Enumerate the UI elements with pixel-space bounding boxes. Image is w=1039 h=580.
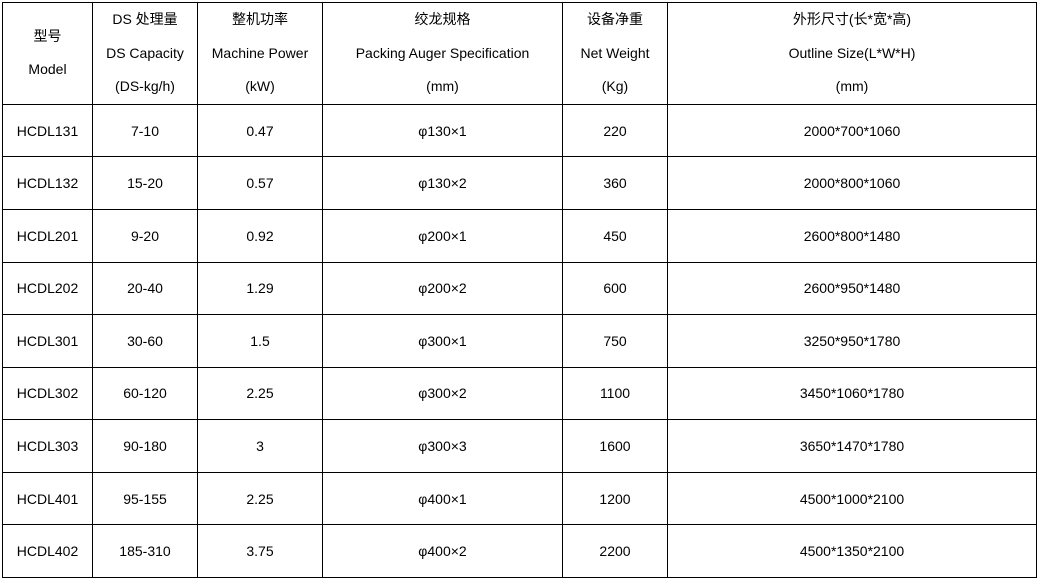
cell-model: HCDL303 [3,420,93,473]
cell-power: 3 [198,420,323,473]
cell-size: 3250*950*1780 [668,315,1037,368]
cell-auger: φ300×2 [323,367,563,420]
table-row: HCDL402185-3103.75φ400×222004500*1350*21… [3,525,1037,578]
cell-auger: φ130×1 [323,104,563,157]
cell-cap: 20-40 [93,262,198,315]
table-row: HCDL20220-401.29φ200×26002600*950*1480 [3,262,1037,315]
cell-power: 0.47 [198,104,323,157]
cell-auger: φ300×1 [323,315,563,368]
header-auger: 绞龙规格 Packing Auger Specification (mm) [323,3,563,105]
header-capacity-en: DS Capacity [97,37,193,71]
cell-cap: 15-20 [93,157,198,210]
cell-cap: 185-310 [93,525,198,578]
table-row: HCDL1317-100.47φ130×12202000*700*1060 [3,104,1037,157]
table-row: HCDL30260-1202.25φ300×211003450*1060*178… [3,367,1037,420]
header-model-en: Model [7,53,88,87]
cell-power: 3.75 [198,525,323,578]
cell-power: 2.25 [198,472,323,525]
cell-model: HCDL202 [3,262,93,315]
table-row: HCDL13215-200.57φ130×23602000*800*1060 [3,157,1037,210]
cell-size: 4500*1350*2100 [668,525,1037,578]
header-capacity-unit: (DS-kg/h) [97,70,193,104]
cell-size: 4500*1000*2100 [668,472,1037,525]
cell-weight: 220 [563,104,668,157]
header-auger-en: Packing Auger Specification [327,37,558,71]
cell-power: 0.57 [198,157,323,210]
table-row: HCDL2019-200.92φ200×14502600*800*1480 [3,209,1037,262]
cell-auger: φ200×2 [323,262,563,315]
header-power-unit: (kW) [202,70,318,104]
cell-model: HCDL401 [3,472,93,525]
header-power-cn: 整机功率 [202,3,318,37]
cell-weight: 1600 [563,420,668,473]
cell-weight: 1200 [563,472,668,525]
cell-size: 3450*1060*1780 [668,367,1037,420]
header-auger-unit: (mm) [327,70,558,104]
cell-cap: 60-120 [93,367,198,420]
cell-cap: 90-180 [93,420,198,473]
cell-weight: 450 [563,209,668,262]
table-row: HCDL30130-601.5φ300×17503250*950*1780 [3,315,1037,368]
header-capacity-cn: DS 处理量 [97,3,193,37]
table-row: HCDL40195-1552.25φ400×112004500*1000*210… [3,472,1037,525]
cell-power: 1.5 [198,315,323,368]
cell-size: 2000*800*1060 [668,157,1037,210]
header-size-unit: (mm) [672,70,1032,104]
cell-size: 2000*700*1060 [668,104,1037,157]
cell-auger: φ200×1 [323,209,563,262]
cell-size: 3650*1470*1780 [668,420,1037,473]
header-weight: 设备净重 Net Weight (Kg) [563,3,668,105]
header-size-cn: 外形尺寸(长*宽*高) [672,3,1032,37]
cell-power: 0.92 [198,209,323,262]
header-size: 外形尺寸(长*宽*高) Outline Size(L*W*H) (mm) [668,3,1037,105]
header-weight-cn: 设备净重 [567,3,663,37]
cell-power: 2.25 [198,367,323,420]
header-auger-cn: 绞龙规格 [327,3,558,37]
cell-model: HCDL402 [3,525,93,578]
cell-model: HCDL201 [3,209,93,262]
cell-weight: 1100 [563,367,668,420]
cell-auger: φ300×3 [323,420,563,473]
cell-weight: 2200 [563,525,668,578]
cell-cap: 9-20 [93,209,198,262]
cell-model: HCDL132 [3,157,93,210]
cell-cap: 95-155 [93,472,198,525]
header-power: 整机功率 Machine Power (kW) [198,3,323,105]
header-model: 型号 Model [3,3,93,105]
header-size-en: Outline Size(L*W*H) [672,37,1032,71]
cell-weight: 750 [563,315,668,368]
cell-model: HCDL301 [3,315,93,368]
header-row: 型号 Model DS 处理量 DS Capacity (DS-kg/h) 整机… [3,3,1037,105]
header-power-en: Machine Power [202,37,318,71]
cell-auger: φ400×1 [323,472,563,525]
cell-size: 2600*800*1480 [668,209,1037,262]
cell-cap: 7-10 [93,104,198,157]
spec-table-body: HCDL1317-100.47φ130×12202000*700*1060HCD… [3,104,1037,577]
cell-power: 1.29 [198,262,323,315]
cell-size: 2600*950*1480 [668,262,1037,315]
header-weight-unit: (Kg) [567,70,663,104]
cell-cap: 30-60 [93,315,198,368]
cell-model: HCDL131 [3,104,93,157]
header-model-cn: 型号 [7,20,88,54]
cell-weight: 600 [563,262,668,315]
header-weight-en: Net Weight [567,37,663,71]
cell-auger: φ130×2 [323,157,563,210]
table-row: HCDL30390-1803φ300×316003650*1470*1780 [3,420,1037,473]
header-capacity: DS 处理量 DS Capacity (DS-kg/h) [93,3,198,105]
cell-model: HCDL302 [3,367,93,420]
cell-weight: 360 [563,157,668,210]
cell-auger: φ400×2 [323,525,563,578]
spec-table: 型号 Model DS 处理量 DS Capacity (DS-kg/h) 整机… [2,2,1037,578]
